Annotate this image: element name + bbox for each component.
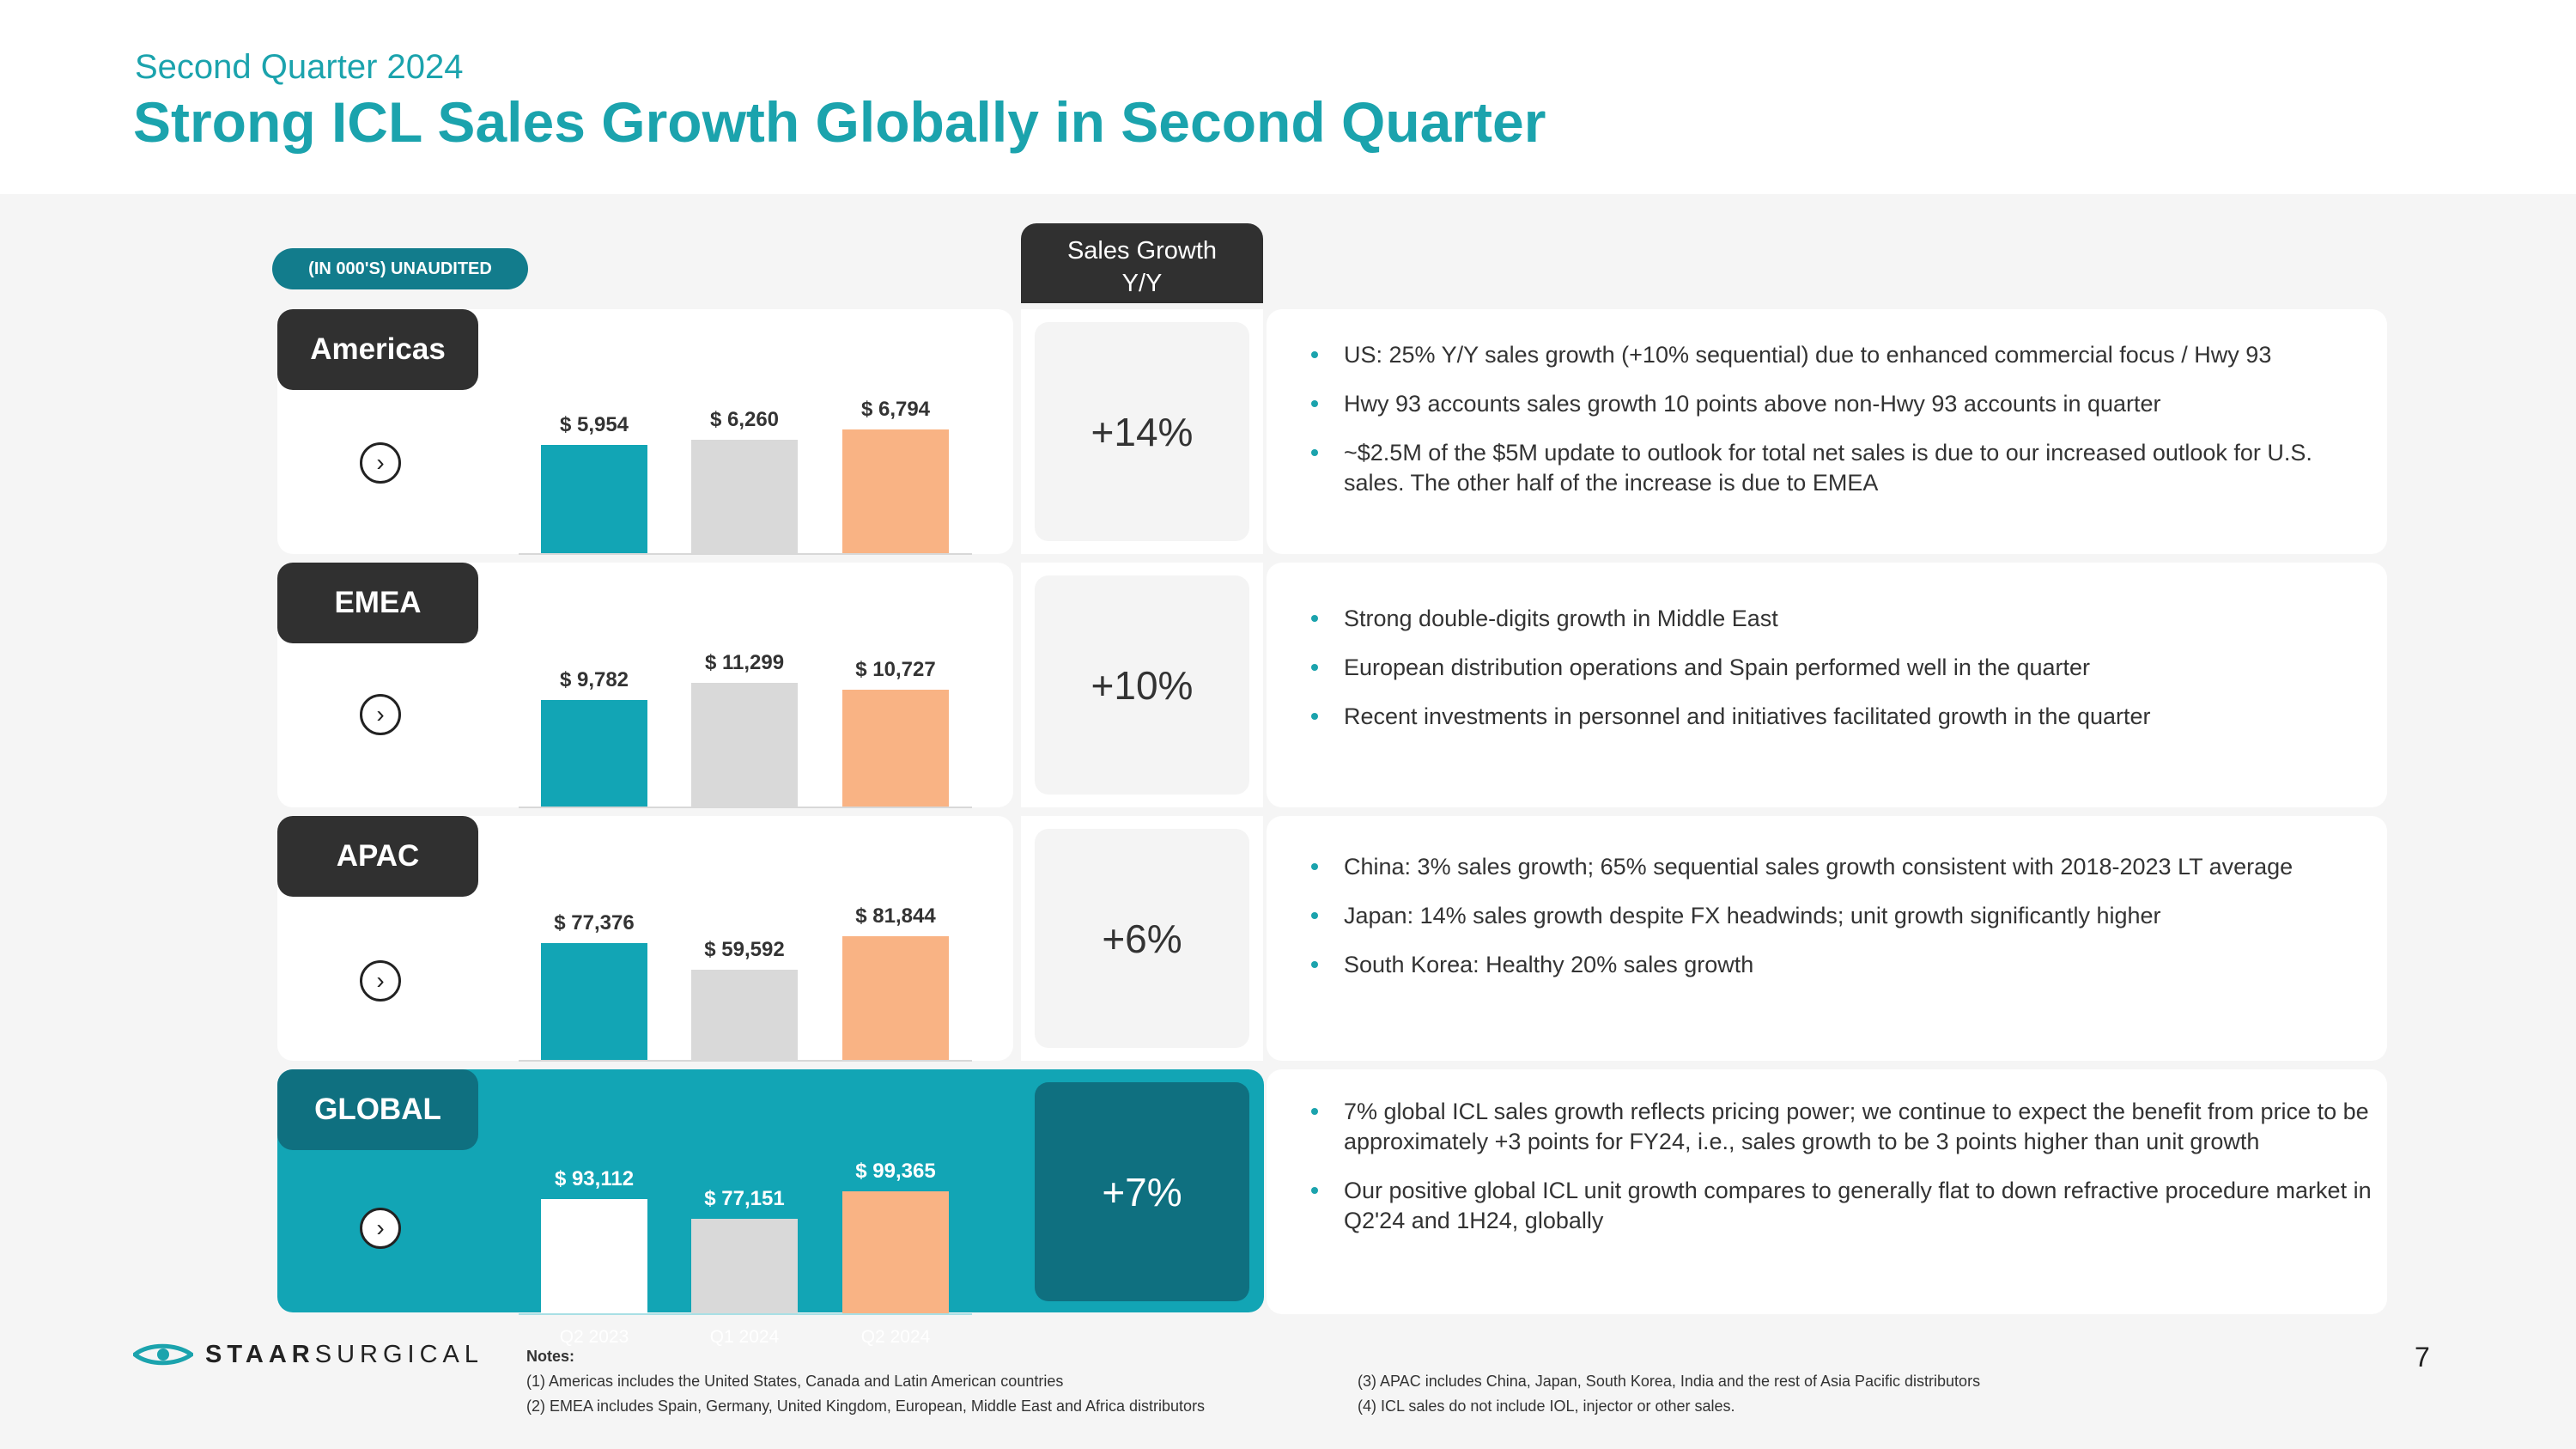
growth-value: +7% — [1035, 1082, 1249, 1301]
bar-value-label: $ 99,365 — [855, 1160, 936, 1183]
bar-value-label: $ 11,299 — [704, 651, 785, 674]
bar-value-label: $ 6,794 — [860, 398, 931, 421]
region-label: APAC — [277, 816, 478, 897]
bar-q2-2023 — [541, 700, 647, 807]
bullet-card — [1267, 816, 2387, 1061]
page-number: 7 — [2415, 1342, 2430, 1373]
bar-q1-2024 — [691, 440, 798, 553]
bar-q2-2024 — [842, 690, 949, 807]
staar-surgical-logo: STAARSURGICAL — [133, 1341, 483, 1368]
list-item: China: 3% sales growth; 65% sequential s… — [1309, 852, 2374, 882]
bullet-card — [1267, 563, 2387, 807]
bar-q2-2024 — [842, 1191, 949, 1313]
x-axis-label: Q2 2024 — [860, 1327, 931, 1347]
bullet-list: 7% global ICL sales growth reflects pric… — [1309, 1097, 2374, 1255]
sales-growth-yy-label: Y/Y — [1121, 270, 1163, 297]
list-item: 7% global ICL sales growth reflects pric… — [1309, 1097, 2374, 1157]
chevron-right-icon[interactable]: › — [360, 960, 401, 1002]
bar-q2-2024 — [842, 936, 949, 1060]
bullet-list: Strong double-digits growth in Middle Ea… — [1309, 604, 2374, 751]
bar-value-label: $ 81,844 — [855, 904, 936, 928]
notes-title: Notes: — [526, 1348, 575, 1365]
chart-baseline — [519, 1060, 972, 1062]
chevron-right-icon[interactable]: › — [360, 694, 401, 735]
bar-q1-2024 — [691, 683, 798, 807]
page-subtitle: Second Quarter 2024 — [135, 48, 464, 86]
bar-value-label: $ 6,260 — [709, 408, 780, 431]
x-axis-label: Q1 2024 — [709, 1327, 780, 1347]
bullet-card — [1267, 309, 2387, 554]
bar-q2-2024 — [842, 429, 949, 553]
bullet-card — [1267, 1069, 2387, 1314]
notes-left: Notes: (1) Americas includes the United … — [526, 1344, 1205, 1419]
header: Second Quarter 2024 Strong ICL Sales Gro… — [0, 0, 2576, 194]
growth-value: +6% — [1035, 829, 1249, 1048]
bar-value-label: $ 9,782 — [559, 668, 629, 691]
region-label: GLOBAL — [277, 1069, 478, 1150]
sales-growth-header: Sales Growth Y/Y — [1021, 223, 1263, 303]
growth-value: +10% — [1035, 575, 1249, 795]
logo-text-light: SURGICAL — [314, 1340, 483, 1368]
region-row-global: GLOBAL › +7% 7% global ICL sales growth … — [0, 1069, 2576, 1347]
region-row-emea: EMEA › +10% Strong double-digits growth … — [0, 563, 2576, 840]
bar-value-label: $ 77,376 — [554, 911, 635, 935]
bar-q2-2023 — [541, 943, 647, 1060]
notes-right: (3) APAC includes China, Japan, South Ko… — [1358, 1369, 1980, 1419]
list-item: US: 25% Y/Y sales growth (+10% sequentia… — [1309, 340, 2374, 370]
bar-q1-2024 — [691, 1219, 798, 1313]
logo-text-bold: STAAR — [205, 1340, 315, 1368]
x-axis-label: Q2 2023 — [559, 1327, 629, 1347]
region-label: Americas — [277, 309, 478, 390]
page-title: Strong ICL Sales Growth Globally in Seco… — [133, 90, 1546, 154]
bar-value-label: $ 5,954 — [559, 413, 629, 436]
eye-logo-icon — [133, 1343, 193, 1366]
region-label: EMEA — [277, 563, 478, 643]
note-4: (4) ICL sales do not include IOL, inject… — [1358, 1397, 1735, 1415]
list-item: Recent investments in personnel and init… — [1309, 702, 2374, 732]
bar-q1-2024 — [691, 970, 798, 1060]
note-1: (1) Americas includes the United States,… — [526, 1373, 1064, 1390]
logo-text: STAARSURGICAL — [205, 1341, 483, 1369]
list-item: South Korea: Healthy 20% sales growth — [1309, 950, 2374, 980]
list-item: Strong double-digits growth in Middle Ea… — [1309, 604, 2374, 634]
list-item: Our positive global ICL unit growth comp… — [1309, 1176, 2374, 1236]
bullet-list: China: 3% sales growth; 65% sequential s… — [1309, 852, 2374, 999]
sales-growth-label: Sales Growth — [1066, 237, 1218, 265]
chart-baseline — [519, 1313, 972, 1315]
growth-value: +14% — [1035, 322, 1249, 541]
list-item: European distribution operations and Spa… — [1309, 653, 2374, 683]
list-item: ~$2.5M of the $5M update to outlook for … — [1309, 438, 2374, 498]
region-row-americas: Americas › +14% US: 25% Y/Y sales growth… — [0, 309, 2576, 587]
bar-value-label: $ 77,151 — [704, 1187, 785, 1210]
bar-value-label: $ 59,592 — [704, 938, 785, 961]
note-2: (2) EMEA includes Spain, Germany, United… — [526, 1397, 1206, 1415]
list-item: Japan: 14% sales growth despite FX headw… — [1309, 901, 2374, 931]
bar-value-label: $ 10,727 — [855, 658, 936, 681]
chevron-right-icon[interactable]: › — [360, 442, 401, 484]
bar-value-label: $ 93,112 — [554, 1167, 635, 1190]
chevron-right-icon[interactable]: › — [360, 1208, 401, 1249]
bullet-list: US: 25% Y/Y sales growth (+10% sequentia… — [1309, 340, 2374, 517]
list-item: Hwy 93 accounts sales growth 10 points a… — [1309, 389, 2374, 419]
note-3: (3) APAC includes China, Japan, South Ko… — [1358, 1373, 1981, 1390]
bar-q2-2023 — [541, 445, 647, 553]
unaudited-badge: (IN 000'S) UNAUDITED — [272, 248, 528, 289]
region-row-apac: APAC › +6% China: 3% sales growth; 65% s… — [0, 816, 2576, 1093]
chart-baseline — [519, 807, 972, 808]
bar-q2-2023 — [541, 1199, 647, 1313]
chart-baseline — [519, 553, 972, 555]
